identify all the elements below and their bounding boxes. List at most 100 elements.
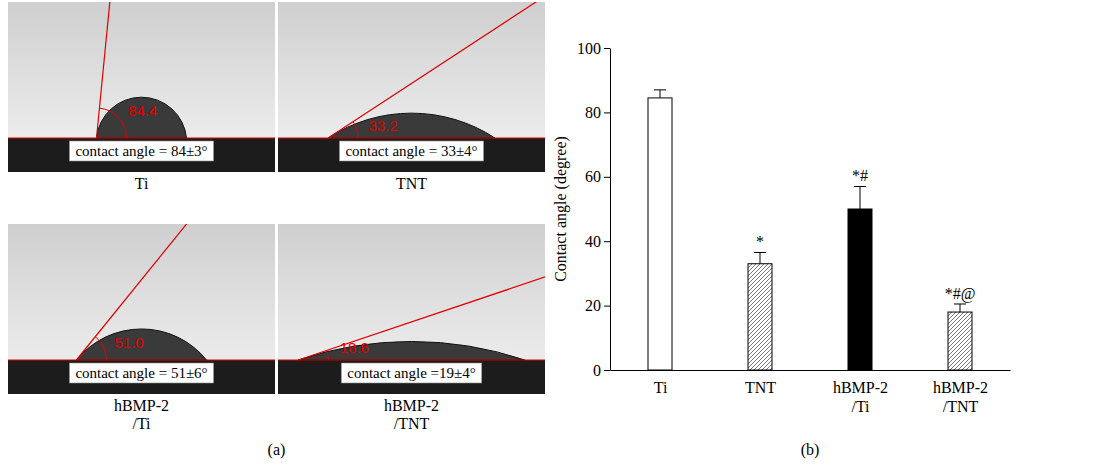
error-bar <box>754 252 766 263</box>
annotation: contact angle = 84±3° <box>75 143 207 159</box>
photo-caption: TNT <box>396 175 427 192</box>
photo-content <box>8 2 275 172</box>
error-stem <box>760 252 761 263</box>
photo-caption: Ti <box>135 175 149 192</box>
bar <box>948 312 972 370</box>
substrate <box>8 138 275 172</box>
panel-label: (a) <box>268 441 286 459</box>
photo: 18.6 contact angle =19±4° <box>278 224 583 394</box>
y-tick-mark <box>604 306 610 307</box>
droplet <box>328 113 495 138</box>
angle-arc <box>99 108 126 138</box>
bar <box>648 98 672 370</box>
annotation-box: contact angle = 84±3° <box>69 141 213 161</box>
annotation-box: contact angle = 51±6° <box>69 363 213 383</box>
photo: 33.2 contact angle = 33±4° <box>278 0 579 172</box>
x-tick-label: TNT <box>745 379 776 396</box>
tangent-line <box>298 264 545 360</box>
y-tick-mark <box>604 48 610 49</box>
baseline <box>278 137 545 138</box>
significance-mark: * <box>756 233 764 250</box>
annotation-background <box>69 363 213 383</box>
x-tick: hBMP-2/TNT <box>933 370 988 415</box>
angle-arc <box>95 337 106 360</box>
y-tick-mark <box>604 241 610 242</box>
photo: 51.0 contact angle = 51±6° <box>8 127 275 394</box>
photo-background <box>278 224 545 394</box>
y-tick: 20 <box>585 297 610 314</box>
y-axis: 0 20 40 60 80 100 <box>577 40 611 379</box>
tangent-line <box>76 224 265 360</box>
significance-mark: *# <box>852 167 868 184</box>
y-tick: 100 <box>577 40 610 57</box>
droplet <box>97 97 187 138</box>
figure: 84.4 contact angle = 84±3° Ti 33.2 contact a… <box>0 0 1108 468</box>
y-tick: 60 <box>585 168 610 185</box>
annotation-background <box>341 363 481 383</box>
y-tick: 0 <box>593 362 610 379</box>
annotation-box: contact angle =19±4° <box>341 363 481 383</box>
y-tick-label: 100 <box>577 40 601 57</box>
substrate <box>8 360 275 394</box>
annotation-box: contact angle = 33±4° <box>339 141 483 161</box>
y-axis-title: Contact angle (degree) <box>552 136 570 282</box>
bar <box>848 209 872 370</box>
annotation-background <box>339 141 483 161</box>
angle-arc <box>353 122 358 138</box>
droplet <box>298 341 524 360</box>
error-cap <box>854 186 866 187</box>
x-tick: Ti <box>654 370 668 396</box>
photo-content <box>278 224 545 394</box>
photo-background <box>278 2 545 172</box>
annotation: contact angle = 33±4° <box>345 143 477 159</box>
photo-background <box>8 2 275 172</box>
photo: 84.4 contact angle = 84±3° <box>8 0 275 172</box>
measured-angle-label: 18.6 <box>340 339 369 356</box>
y-tick-label: 20 <box>585 297 601 314</box>
annotation-background <box>69 141 213 161</box>
y-tick-label: 0 <box>593 362 601 379</box>
error-bar <box>954 304 966 312</box>
y-tick-mark <box>604 112 610 113</box>
tangent-line <box>97 2 126 138</box>
photo-background <box>8 224 275 394</box>
annotation: contact angle = 51±6° <box>75 365 207 381</box>
droplet <box>76 329 206 360</box>
y-tick-label: 80 <box>585 104 601 121</box>
photo-caption: hBMP-2/TNT <box>384 397 439 432</box>
y-tick: 40 <box>585 233 610 250</box>
error-stem <box>660 90 661 98</box>
y-tick-mark <box>604 370 610 371</box>
baseline <box>8 359 275 360</box>
baseline <box>8 137 275 138</box>
x-tick-label: hBMP-2/Ti <box>833 379 888 414</box>
photo-content <box>278 2 545 172</box>
substrate <box>278 360 545 394</box>
substrate <box>278 138 545 172</box>
error-bar <box>854 186 866 209</box>
measured-angle-label: 84.4 <box>128 102 157 119</box>
y-tick: 80 <box>585 104 610 121</box>
measured-angle-label: 51.0 <box>115 334 144 351</box>
measured-angle-label: 33.2 <box>368 117 397 134</box>
annotation: contact angle =19±4° <box>347 365 475 381</box>
error-stem <box>860 186 861 209</box>
photo-caption: hBMP-2/Ti <box>114 397 169 432</box>
x-tick-label: hBMP-2/TNT <box>933 379 988 414</box>
angle-arc <box>327 350 329 360</box>
plot-area <box>648 90 972 370</box>
error-cap <box>654 89 666 90</box>
error-cap <box>754 252 766 253</box>
error-bar <box>654 90 666 98</box>
baseline <box>278 359 545 360</box>
y-tick-label: 60 <box>585 168 601 185</box>
panel-label: (b) <box>801 441 820 459</box>
y-tick-mark <box>604 177 610 178</box>
x-tick-label: Ti <box>654 379 668 396</box>
y-tick-label: 40 <box>585 233 601 250</box>
x-axis-line <box>611 370 1011 371</box>
bar <box>748 264 772 370</box>
significance-mark: *#@ <box>945 285 976 303</box>
x-tick: TNT <box>745 370 776 396</box>
x-axis: Ti TNT hBMP-2/Ti hBMP-2/TNT <box>611 370 1011 415</box>
